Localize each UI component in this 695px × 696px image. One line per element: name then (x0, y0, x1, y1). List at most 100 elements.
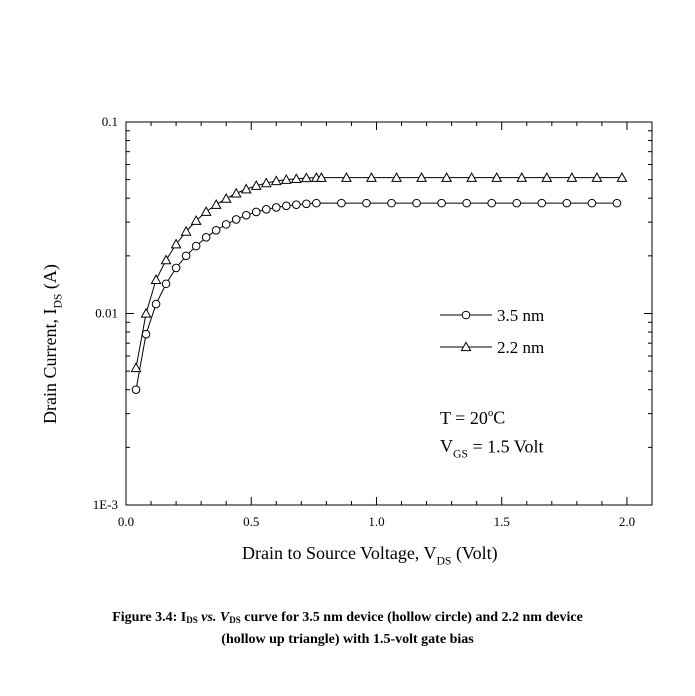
data-point (171, 263, 181, 273)
series-2 (130, 172, 628, 373)
data-point (437, 198, 446, 208)
text-part: Drain Current, I (40, 309, 60, 424)
x-tick-label: 1.5 (494, 514, 510, 529)
data-point (512, 198, 522, 208)
caption-line-1: Figure 3.4: IDS vs. VDS curve for 3.5 nm… (0, 608, 695, 630)
text-part: V (440, 436, 453, 456)
text-part: DS (51, 294, 64, 309)
axis-labels: Drain to Source Voltage, VDS (Volt)Drain… (40, 264, 498, 567)
data-point (280, 174, 292, 184)
data-point (241, 210, 251, 220)
series-1 (131, 198, 622, 395)
series-line (135, 177, 622, 368)
x-axis-label: Drain to Source Voltage, VDS (Volt) (242, 543, 498, 567)
caption-sub: DS (229, 615, 241, 625)
y-axis-label-group: Drain Current, IDS (A) (40, 264, 64, 424)
caption-text: vs. V (197, 610, 230, 625)
data-point (541, 172, 553, 182)
legend-entry: 2.2 nm (440, 338, 544, 357)
text-part: = 1.5 Volt (468, 436, 544, 456)
data-point (312, 198, 321, 208)
data-point (210, 199, 222, 209)
text-part: o (488, 407, 493, 419)
data-point (416, 172, 428, 182)
data-point (412, 198, 421, 208)
data-point (491, 172, 503, 182)
data-point (140, 307, 152, 318)
x-tick-label: 1.0 (368, 514, 384, 529)
caption-sub: DS (186, 615, 198, 625)
data-point (211, 225, 221, 235)
data-point (340, 172, 352, 182)
data-point (537, 198, 547, 208)
x-tick-label: 0.5 (243, 514, 259, 529)
text-part: (A) (40, 264, 61, 294)
text-part: Drain to Source Voltage, V (242, 543, 436, 563)
data-point (191, 241, 201, 251)
data-point (302, 199, 311, 209)
legend-label: 2.2 nm (497, 338, 544, 357)
data-point (261, 205, 271, 214)
data-point (616, 172, 628, 182)
data-point (141, 329, 151, 339)
vgs-annotation: VGS = 1.5 Volt (440, 436, 543, 460)
text-part: (Volt) (451, 543, 497, 564)
data-point (282, 201, 291, 211)
series-layer (130, 172, 628, 395)
data-point (487, 198, 496, 208)
text-part: GS (453, 447, 468, 460)
legend-marker (460, 341, 472, 352)
caption-text: curve for 3.5 nm device (hollow circle) … (240, 610, 583, 625)
data-point (130, 362, 142, 373)
legend: 3.5 nm 2.2 nm (440, 306, 544, 357)
data-point (387, 198, 396, 208)
legend-label: 3.5 nm (497, 306, 544, 325)
text-part: T = 20 (440, 408, 488, 428)
x-tick-label: 2.0 (619, 514, 635, 529)
data-point (220, 192, 232, 203)
data-point (466, 172, 478, 182)
data-point (362, 198, 371, 208)
y-tick-label: 1E-3 (93, 497, 118, 512)
caption-line-2: (hollow up triangle) with 1.5-volt gate … (221, 632, 474, 647)
data-point (131, 385, 141, 395)
y-tick-label: 0.01 (95, 306, 118, 321)
data-point (300, 172, 312, 183)
data-point (250, 180, 262, 190)
data-point (221, 220, 231, 229)
x-tick-label: 0.0 (118, 514, 134, 529)
legend-marker (461, 310, 471, 320)
data-point (170, 238, 182, 249)
data-point (292, 200, 301, 209)
data-point (270, 175, 282, 186)
data-point (230, 187, 242, 198)
axis-ticks: 0.0 0.5 1.0 1.5 2.0 0.1 0.01 1E-3 (93, 114, 653, 529)
legend-entry: 3.5 nm (440, 306, 544, 325)
caption-text: Figure 3.4: I (112, 610, 187, 625)
series-line (135, 202, 617, 390)
data-point (516, 172, 528, 182)
data-point (240, 183, 252, 194)
data-point (562, 198, 572, 208)
text-part: C (493, 408, 505, 428)
temperature-annotation: T = 20oC (440, 407, 505, 428)
text-part: DS (436, 554, 451, 567)
data-point (161, 279, 171, 289)
data-point (366, 172, 377, 182)
data-point (391, 172, 402, 182)
data-point (151, 299, 161, 309)
data-point (290, 173, 302, 183)
data-point (181, 251, 191, 261)
data-point (315, 172, 327, 182)
data-point (462, 198, 471, 208)
data-point (566, 172, 578, 182)
y-tick-label: 0.1 (102, 114, 118, 129)
data-point (160, 254, 172, 265)
y-axis-label: Drain Current, IDS (A) (40, 264, 64, 424)
data-point (180, 225, 192, 236)
data-point (251, 207, 261, 217)
data-point (150, 274, 162, 284)
data-point (231, 215, 241, 224)
data-point (441, 172, 453, 182)
